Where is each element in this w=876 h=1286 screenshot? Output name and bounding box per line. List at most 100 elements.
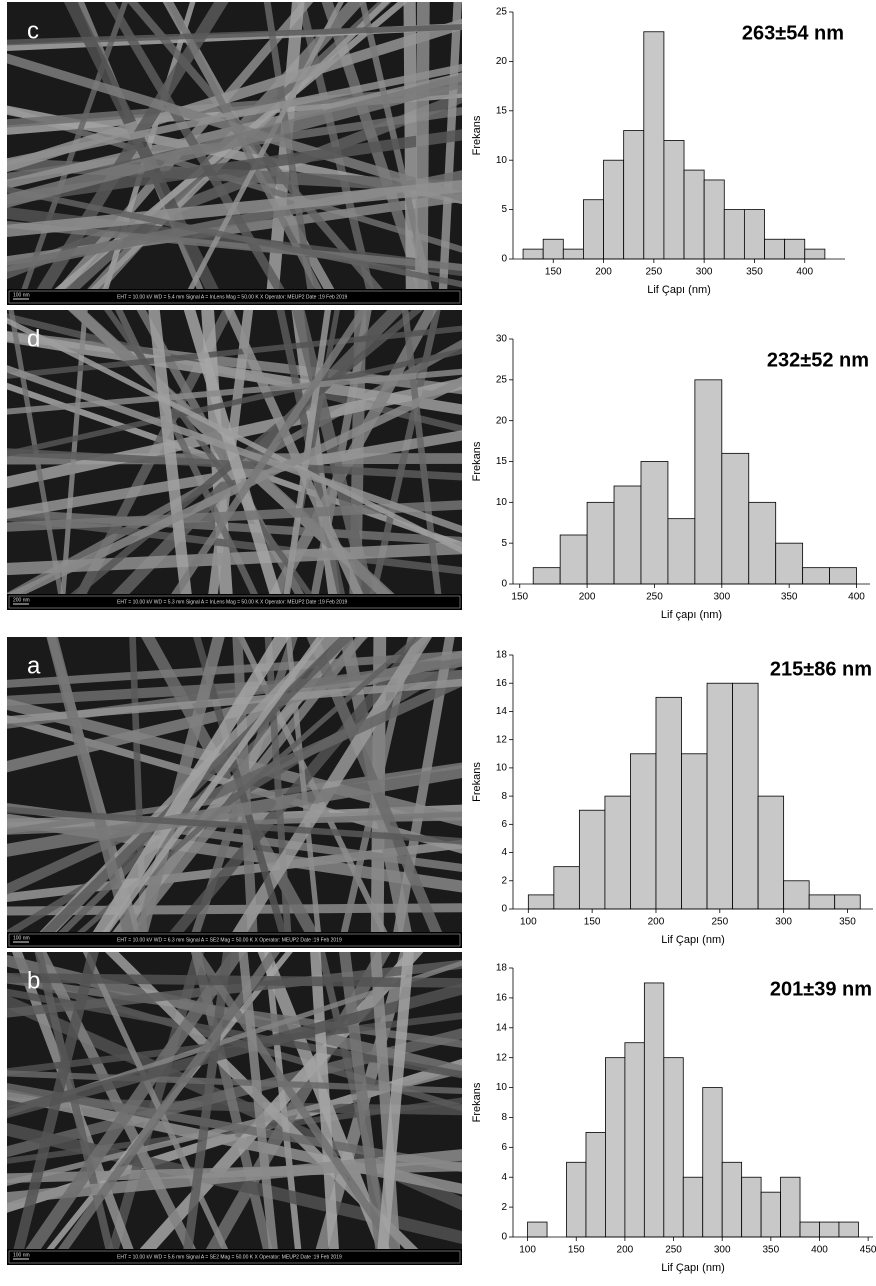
bar <box>664 140 684 259</box>
bar <box>644 32 664 259</box>
bar <box>744 210 764 259</box>
x-tick-label: 400 <box>796 267 813 278</box>
bar <box>587 502 614 584</box>
bar <box>614 486 641 584</box>
x-tick-label: 200 <box>648 917 665 928</box>
y-tick-label: 18 <box>496 650 508 661</box>
x-tick-label: 250 <box>646 267 663 278</box>
bar <box>683 1177 702 1237</box>
x-tick-label: 250 <box>665 1245 682 1256</box>
sem-image: 200 nm EHT = 10.00 kV WD = 5.3 mm Signal … <box>0 290 482 630</box>
y-tick-label: 2 <box>501 875 507 886</box>
bar <box>528 895 554 909</box>
y-tick-label: 12 <box>496 734 508 745</box>
y-tick-label: 10 <box>496 497 508 508</box>
y-axis-label: Frekans <box>471 762 483 802</box>
x-tick-label: 250 <box>711 917 728 928</box>
y-tick-label: 8 <box>501 1112 507 1123</box>
y-tick-label: 14 <box>496 706 508 717</box>
scale-label: 200 nm <box>13 597 30 603</box>
x-tick-label: 400 <box>811 1245 828 1256</box>
y-tick-label: 16 <box>496 993 508 1004</box>
bar <box>684 170 704 259</box>
bar <box>605 1058 624 1237</box>
bar <box>625 1043 644 1237</box>
x-tick-label: 400 <box>848 592 865 603</box>
x-tick-label: 300 <box>696 267 713 278</box>
bar <box>528 1222 547 1237</box>
x-tick-label: 350 <box>839 917 856 928</box>
bar <box>560 535 587 584</box>
y-tick-label: 25 <box>496 7 508 18</box>
sem-info: EHT = 10.00 kV WD = 6.3 mm Signal A = SE… <box>117 937 342 943</box>
scale-label: 100 nm <box>13 935 30 941</box>
x-tick-label: 150 <box>545 267 562 278</box>
bar <box>703 1088 722 1237</box>
x-tick-label: 300 <box>714 1245 731 1256</box>
bar <box>586 1132 605 1237</box>
bar <box>781 1177 800 1237</box>
x-tick-label: 300 <box>775 917 792 928</box>
y-tick-label: 15 <box>496 456 508 467</box>
annotation: 263±54 nm <box>742 22 844 44</box>
x-tick-label: 100 <box>520 917 537 928</box>
bar <box>579 810 605 909</box>
x-tick-label: 150 <box>511 592 528 603</box>
bar <box>785 239 805 259</box>
bar <box>695 380 722 584</box>
bar <box>835 895 861 909</box>
bar <box>523 249 543 259</box>
bar <box>722 1162 741 1237</box>
bar <box>641 462 668 585</box>
bar <box>604 160 624 259</box>
bar <box>742 1177 761 1237</box>
bar <box>605 796 631 909</box>
bar <box>682 754 708 909</box>
bar <box>839 1222 858 1237</box>
bar <box>761 1192 780 1237</box>
x-axis-label: Lif Çapı (nm) <box>661 934 725 946</box>
x-tick-label: 150 <box>584 917 601 928</box>
scale-label: 100 nm <box>13 292 30 298</box>
x-tick-label: 450 <box>860 1245 876 1256</box>
bar <box>733 683 759 909</box>
y-tick-label: 20 <box>496 56 508 67</box>
y-tick-label: 15 <box>496 105 508 116</box>
bar <box>543 239 563 259</box>
bar <box>664 1058 683 1237</box>
bar <box>749 502 776 584</box>
y-tick-label: 10 <box>496 1082 508 1093</box>
panel-label: a <box>27 652 41 679</box>
y-tick-label: 8 <box>501 791 507 802</box>
y-tick-label: 16 <box>496 678 508 689</box>
y-tick-label: 10 <box>496 763 508 774</box>
y-tick-label: 14 <box>496 1022 508 1033</box>
y-tick-label: 4 <box>501 847 507 858</box>
y-tick-label: 25 <box>496 374 508 385</box>
y-axis-label: Frekans <box>471 115 483 155</box>
sem-info: EHT = 10.00 kV WD = 5.3 mm Signal A = In… <box>117 599 348 605</box>
x-tick-label: 200 <box>579 592 596 603</box>
y-tick-label: 0 <box>501 1232 507 1243</box>
sem-image: 100 nm EHT = 10.00 kV WD = 6.3 mm Signal … <box>0 617 482 968</box>
bar <box>819 1222 838 1237</box>
bar <box>722 453 749 584</box>
sem-info: EHT = 10.00 kV WD = 5.6 mm Signal A = SE… <box>117 1254 342 1260</box>
y-tick-label: 5 <box>501 204 507 215</box>
y-tick-label: 0 <box>501 254 507 265</box>
annotation: 201±39 nm <box>770 978 872 1000</box>
x-axis-label: Lif Çapı (nm) <box>661 1262 725 1274</box>
bar <box>567 1162 586 1237</box>
y-tick-label: 2 <box>501 1202 507 1213</box>
y-tick-label: 4 <box>501 1172 507 1183</box>
annotation: 215±86 nm <box>770 658 872 680</box>
bar <box>656 697 682 909</box>
y-tick-label: 6 <box>501 1142 507 1153</box>
x-tick-label: 150 <box>568 1245 585 1256</box>
bar <box>668 519 695 584</box>
sem-image: 100 nm EHT = 10.00 kV WD = 5.6 mm Signal … <box>0 932 482 1285</box>
figure: 100 nmEHT = 10.00 kV WD = 5.4 mm Signal … <box>0 0 876 1286</box>
annotation: 232±52 nm <box>767 349 869 371</box>
y-tick-label: 0 <box>501 904 507 915</box>
